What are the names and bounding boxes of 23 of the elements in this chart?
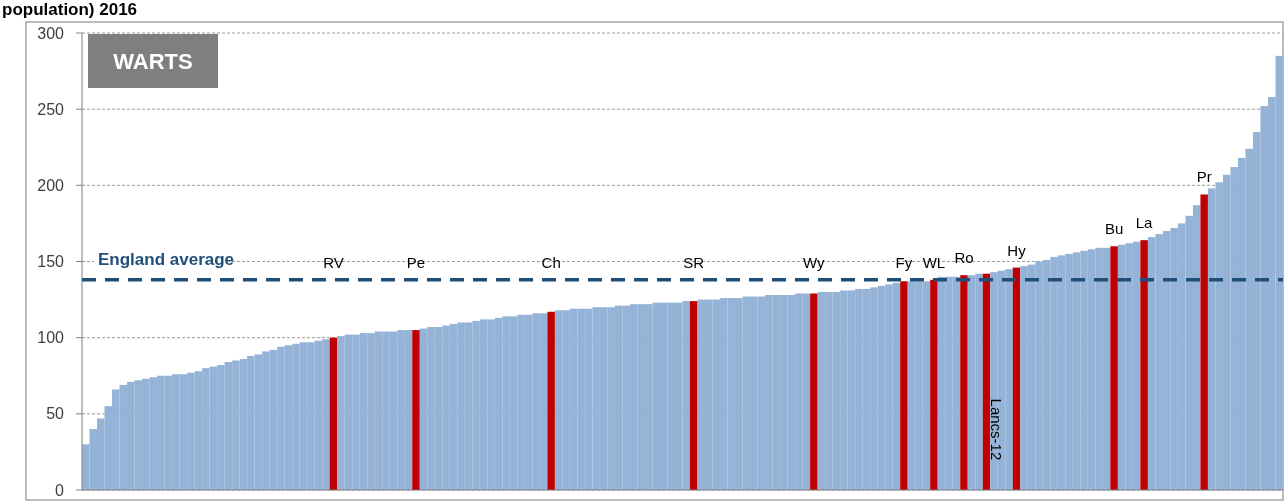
x-tick-label: Pr: [1196, 168, 1212, 186]
x-tick-label: Bu: [1104, 220, 1124, 238]
x-tick-label: SR: [683, 253, 705, 271]
x-tick-label: Fy: [895, 253, 913, 271]
y-tick-label: 0: [55, 481, 65, 499]
y-tick-label: 300: [37, 24, 65, 42]
ref-line-label: England average: [98, 249, 235, 269]
y-tick-label: 100: [37, 329, 65, 347]
annotation: Lancs-12: [988, 398, 1006, 461]
y-tick-label: 150: [37, 253, 65, 271]
chart-subtitle: population) 2016: [2, 0, 138, 19]
y-tick-label: 50: [46, 405, 65, 423]
x-tick-label: Pe: [406, 253, 426, 271]
x-tick-label: RV: [323, 253, 344, 271]
x-tick-label: WL: [922, 253, 946, 271]
x-tick-label: La: [1135, 214, 1154, 232]
y-tick-label: 250: [37, 100, 65, 118]
x-tick-label: Wy: [803, 253, 826, 271]
y-tick-label: 200: [37, 176, 65, 194]
x-tick-label: Hy: [1007, 241, 1027, 259]
x-tick-label: Ro: [954, 249, 974, 267]
text: WARTS: [113, 48, 193, 74]
x-tick-label: Ch: [541, 253, 561, 271]
